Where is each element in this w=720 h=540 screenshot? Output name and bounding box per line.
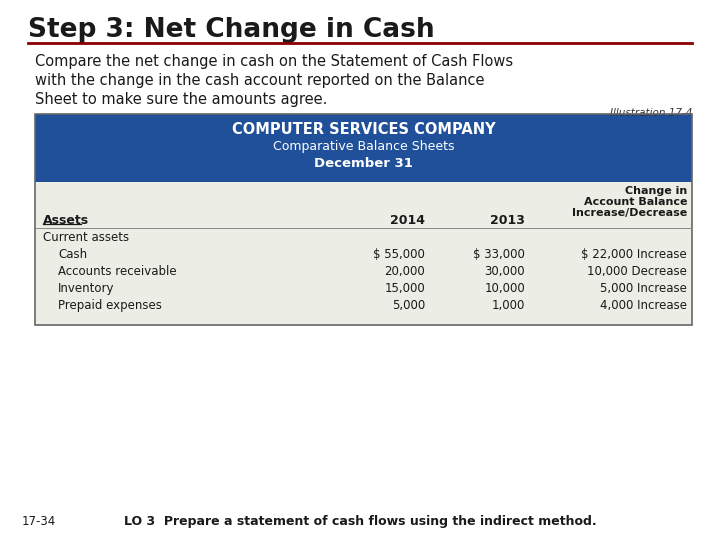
Text: Comparative Balance Sheets: Comparative Balance Sheets	[273, 140, 454, 153]
Text: LO 3  Prepare a statement of cash flows using the indirect method.: LO 3 Prepare a statement of cash flows u…	[124, 515, 596, 528]
Text: Assets: Assets	[43, 214, 89, 227]
Text: COMPUTER SERVICES COMPANY: COMPUTER SERVICES COMPANY	[232, 122, 495, 137]
Text: 5,000: 5,000	[392, 299, 425, 312]
Text: 30,000: 30,000	[485, 265, 525, 278]
Text: Illustration 17-4: Illustration 17-4	[610, 108, 692, 118]
Text: Increase/Decrease: Increase/Decrease	[572, 208, 687, 218]
Text: 5,000 Increase: 5,000 Increase	[600, 282, 687, 295]
Text: 10,000 Decrease: 10,000 Decrease	[587, 265, 687, 278]
Text: Current assets: Current assets	[43, 231, 129, 244]
Text: Account Balance: Account Balance	[583, 197, 687, 207]
Text: Sheet to make sure the amounts agree.: Sheet to make sure the amounts agree.	[35, 92, 328, 107]
Text: Cash: Cash	[58, 248, 87, 261]
Text: 2013: 2013	[490, 214, 525, 227]
Text: with the change in the cash account reported on the Balance: with the change in the cash account repo…	[35, 73, 485, 88]
Text: 17-34: 17-34	[22, 515, 56, 528]
Text: Compare the net change in cash on the Statement of Cash Flows: Compare the net change in cash on the St…	[35, 54, 513, 69]
Text: 1,000: 1,000	[492, 299, 525, 312]
Text: Step 3: Net Change in Cash: Step 3: Net Change in Cash	[28, 17, 435, 43]
Text: Inventory: Inventory	[58, 282, 114, 295]
FancyBboxPatch shape	[35, 114, 692, 182]
Text: December 31: December 31	[314, 157, 413, 170]
Text: $ 33,000: $ 33,000	[473, 248, 525, 261]
Text: 2014: 2014	[390, 214, 425, 227]
Text: 10,000: 10,000	[485, 282, 525, 295]
Text: $ 55,000: $ 55,000	[373, 248, 425, 261]
FancyBboxPatch shape	[35, 182, 692, 325]
Text: 15,000: 15,000	[384, 282, 425, 295]
Text: Prepaid expenses: Prepaid expenses	[58, 299, 162, 312]
Text: 20,000: 20,000	[384, 265, 425, 278]
Text: Change in: Change in	[625, 186, 687, 196]
Text: $ 22,000 Increase: $ 22,000 Increase	[581, 248, 687, 261]
Text: Accounts receivable: Accounts receivable	[58, 265, 176, 278]
Text: 4,000 Increase: 4,000 Increase	[600, 299, 687, 312]
